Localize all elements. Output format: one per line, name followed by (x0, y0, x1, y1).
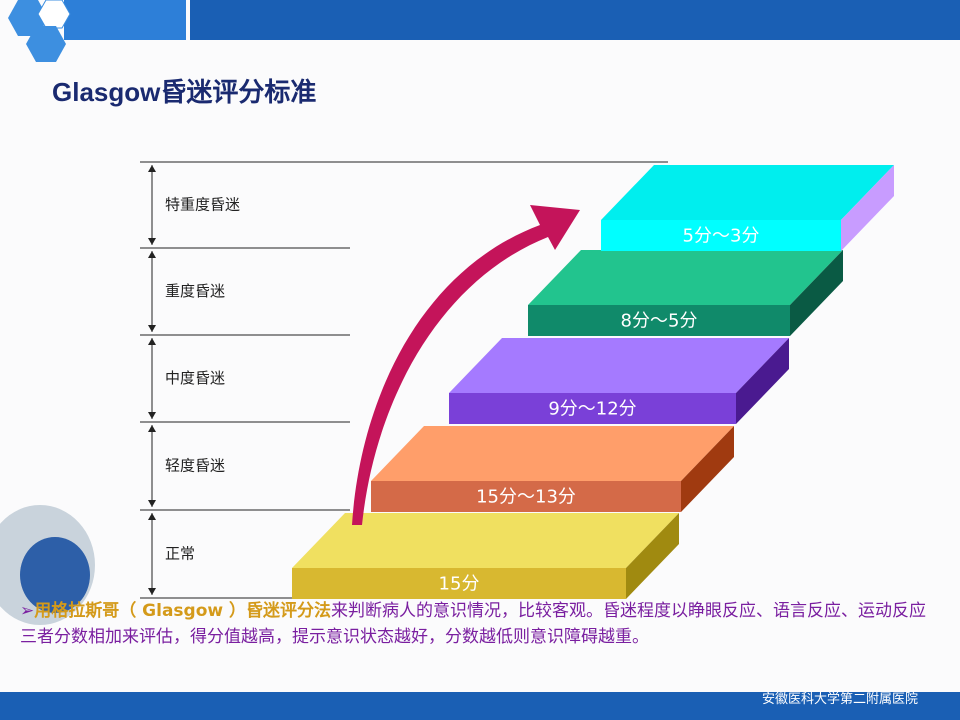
step-front (449, 393, 736, 424)
step-side (736, 338, 789, 424)
step-front (528, 305, 790, 336)
step-top (371, 426, 734, 481)
arrow-head (148, 513, 156, 520)
chair-seat (20, 537, 90, 613)
arrow-head (148, 338, 156, 345)
step-label: 9分～12分 (548, 399, 636, 420)
description: ➢用格拉斯哥（ Glasgow ）昏迷评分法来判断病人的意识情况，比较客观。昏迷… (20, 601, 927, 647)
step-label: 8分～5分 (621, 311, 698, 332)
level-label: 重度昏迷 (165, 282, 225, 300)
level-label: 轻度昏迷 (165, 457, 225, 475)
arrow-head (148, 412, 156, 419)
step-side (841, 165, 894, 251)
step-front (292, 568, 626, 599)
arrow (352, 205, 580, 525)
step-top (292, 513, 679, 568)
highlight: 用格拉斯哥（ Glasgow ）昏迷评分法 (34, 601, 332, 621)
step-side (626, 513, 679, 599)
level-label: 正常 (165, 545, 195, 563)
arrow-head (148, 251, 156, 258)
arrow-head (148, 500, 156, 507)
step-top (601, 165, 894, 220)
step-side (681, 426, 734, 512)
step-side (790, 250, 843, 336)
description-text: 来判断病人的意识情况，比较客观。昏迷程度以睁眼反应、语言反应、运动反应三者分数相… (20, 601, 927, 647)
step-top (449, 338, 789, 393)
arrow-head (148, 588, 156, 595)
bottom-banner (0, 692, 960, 720)
hexagon (37, 0, 71, 29)
title: Glasgow昏迷评分标准 (52, 77, 317, 107)
arrow-head (148, 325, 156, 332)
step-front (601, 220, 841, 251)
level-label: 特重度昏迷 (165, 196, 240, 214)
top-banner-accent (64, 0, 186, 40)
level-label: 中度昏迷 (165, 369, 225, 387)
step-front (371, 481, 681, 512)
step-top (528, 250, 843, 305)
hexagon (26, 26, 66, 62)
arrow-head (148, 238, 156, 245)
top-banner (190, 0, 960, 40)
step-label: 15分 (439, 574, 480, 595)
step-label: 15分～13分 (476, 487, 576, 508)
arrow-head (148, 425, 156, 432)
footer: 安徽医科大学第二附属医院 (761, 692, 918, 707)
step-label: 5分～3分 (683, 226, 760, 247)
arrow-head (148, 165, 156, 172)
